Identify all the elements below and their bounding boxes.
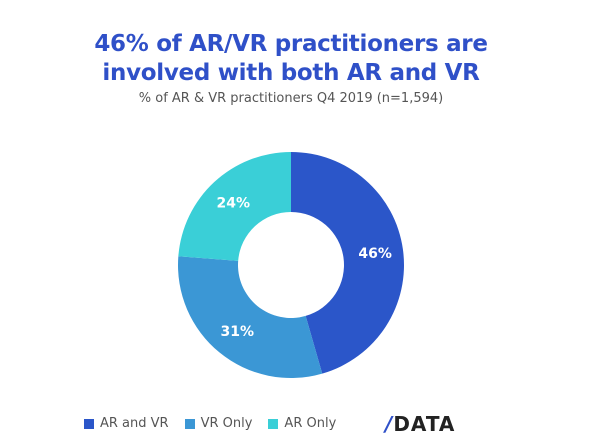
legend-item-ar-and-vr: AR and VR (84, 416, 169, 431)
data-label: 24% (217, 196, 251, 212)
donut-slice-vr-only (178, 256, 323, 378)
legend-item-vr-only: VR Only (184, 416, 253, 431)
legend-item-ar-only: AR Only (268, 416, 336, 431)
legend-swatch (268, 418, 279, 429)
data-label: 46% (358, 246, 392, 262)
donut-slice-ar-only (178, 152, 291, 261)
chart-title-line-1: 46% of AR/VR practitioners are (94, 31, 488, 57)
data-label: 31% (221, 324, 255, 340)
logo-text: DATA (393, 412, 456, 436)
data-logo: /DATA (385, 412, 455, 436)
chart-title: 46% of AR/VR practitioners are involved … (0, 30, 582, 88)
chart-title-line-2: involved with both AR and VR (102, 60, 480, 86)
donut-slice-ar-and-vr (291, 152, 404, 374)
legend-label: AR Only (284, 416, 337, 431)
logo-slash: / (385, 412, 394, 436)
legend-swatch (84, 418, 94, 429)
chart-subtitle: % of AR & VR practitioners Q4 2019 (n=1,… (138, 91, 444, 106)
legend-swatch (184, 418, 195, 429)
legend: AR and VR VR Only AR Only (84, 416, 352, 431)
legend-label: AR and VR (100, 416, 169, 431)
legend-label: VR Only (200, 416, 253, 431)
